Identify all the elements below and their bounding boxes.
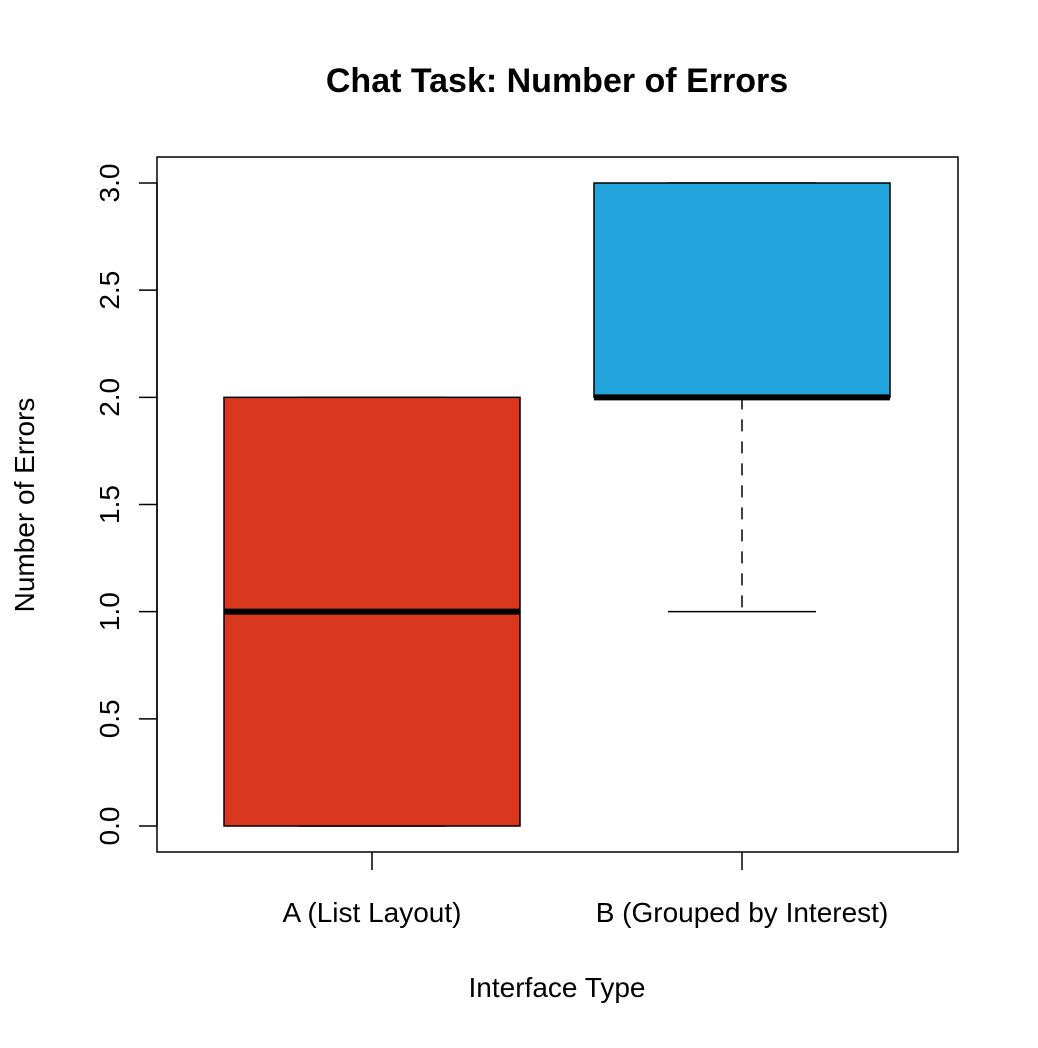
x-axis: A (List Layout) B (Grouped by Interest): [283, 852, 889, 928]
y-axis-label: Number of Errors: [9, 398, 40, 613]
y-tick-label: 0.0: [94, 807, 125, 846]
x-axis-label: Interface Type: [469, 972, 646, 1003]
y-tick-label: 0.5: [94, 699, 125, 738]
boxes-group: [223, 182, 891, 827]
x-tick-label: A (List Layout): [283, 897, 462, 928]
x-tick-label: B (Grouped by Interest): [596, 897, 889, 928]
y-tick-label: 2.5: [94, 271, 125, 310]
y-axis: 0.0 0.5 1.0 1.5 2.0 2.5 3.0: [94, 164, 158, 846]
y-tick-label: 2.0: [94, 378, 125, 417]
y-tick-label: 1.5: [94, 485, 125, 524]
y-tick-label: 1.0: [94, 592, 125, 631]
chart-title: Chat Task: Number of Errors: [326, 62, 788, 100]
y-tick-label: 3.0: [94, 164, 125, 203]
box-iqr: [593, 182, 891, 399]
